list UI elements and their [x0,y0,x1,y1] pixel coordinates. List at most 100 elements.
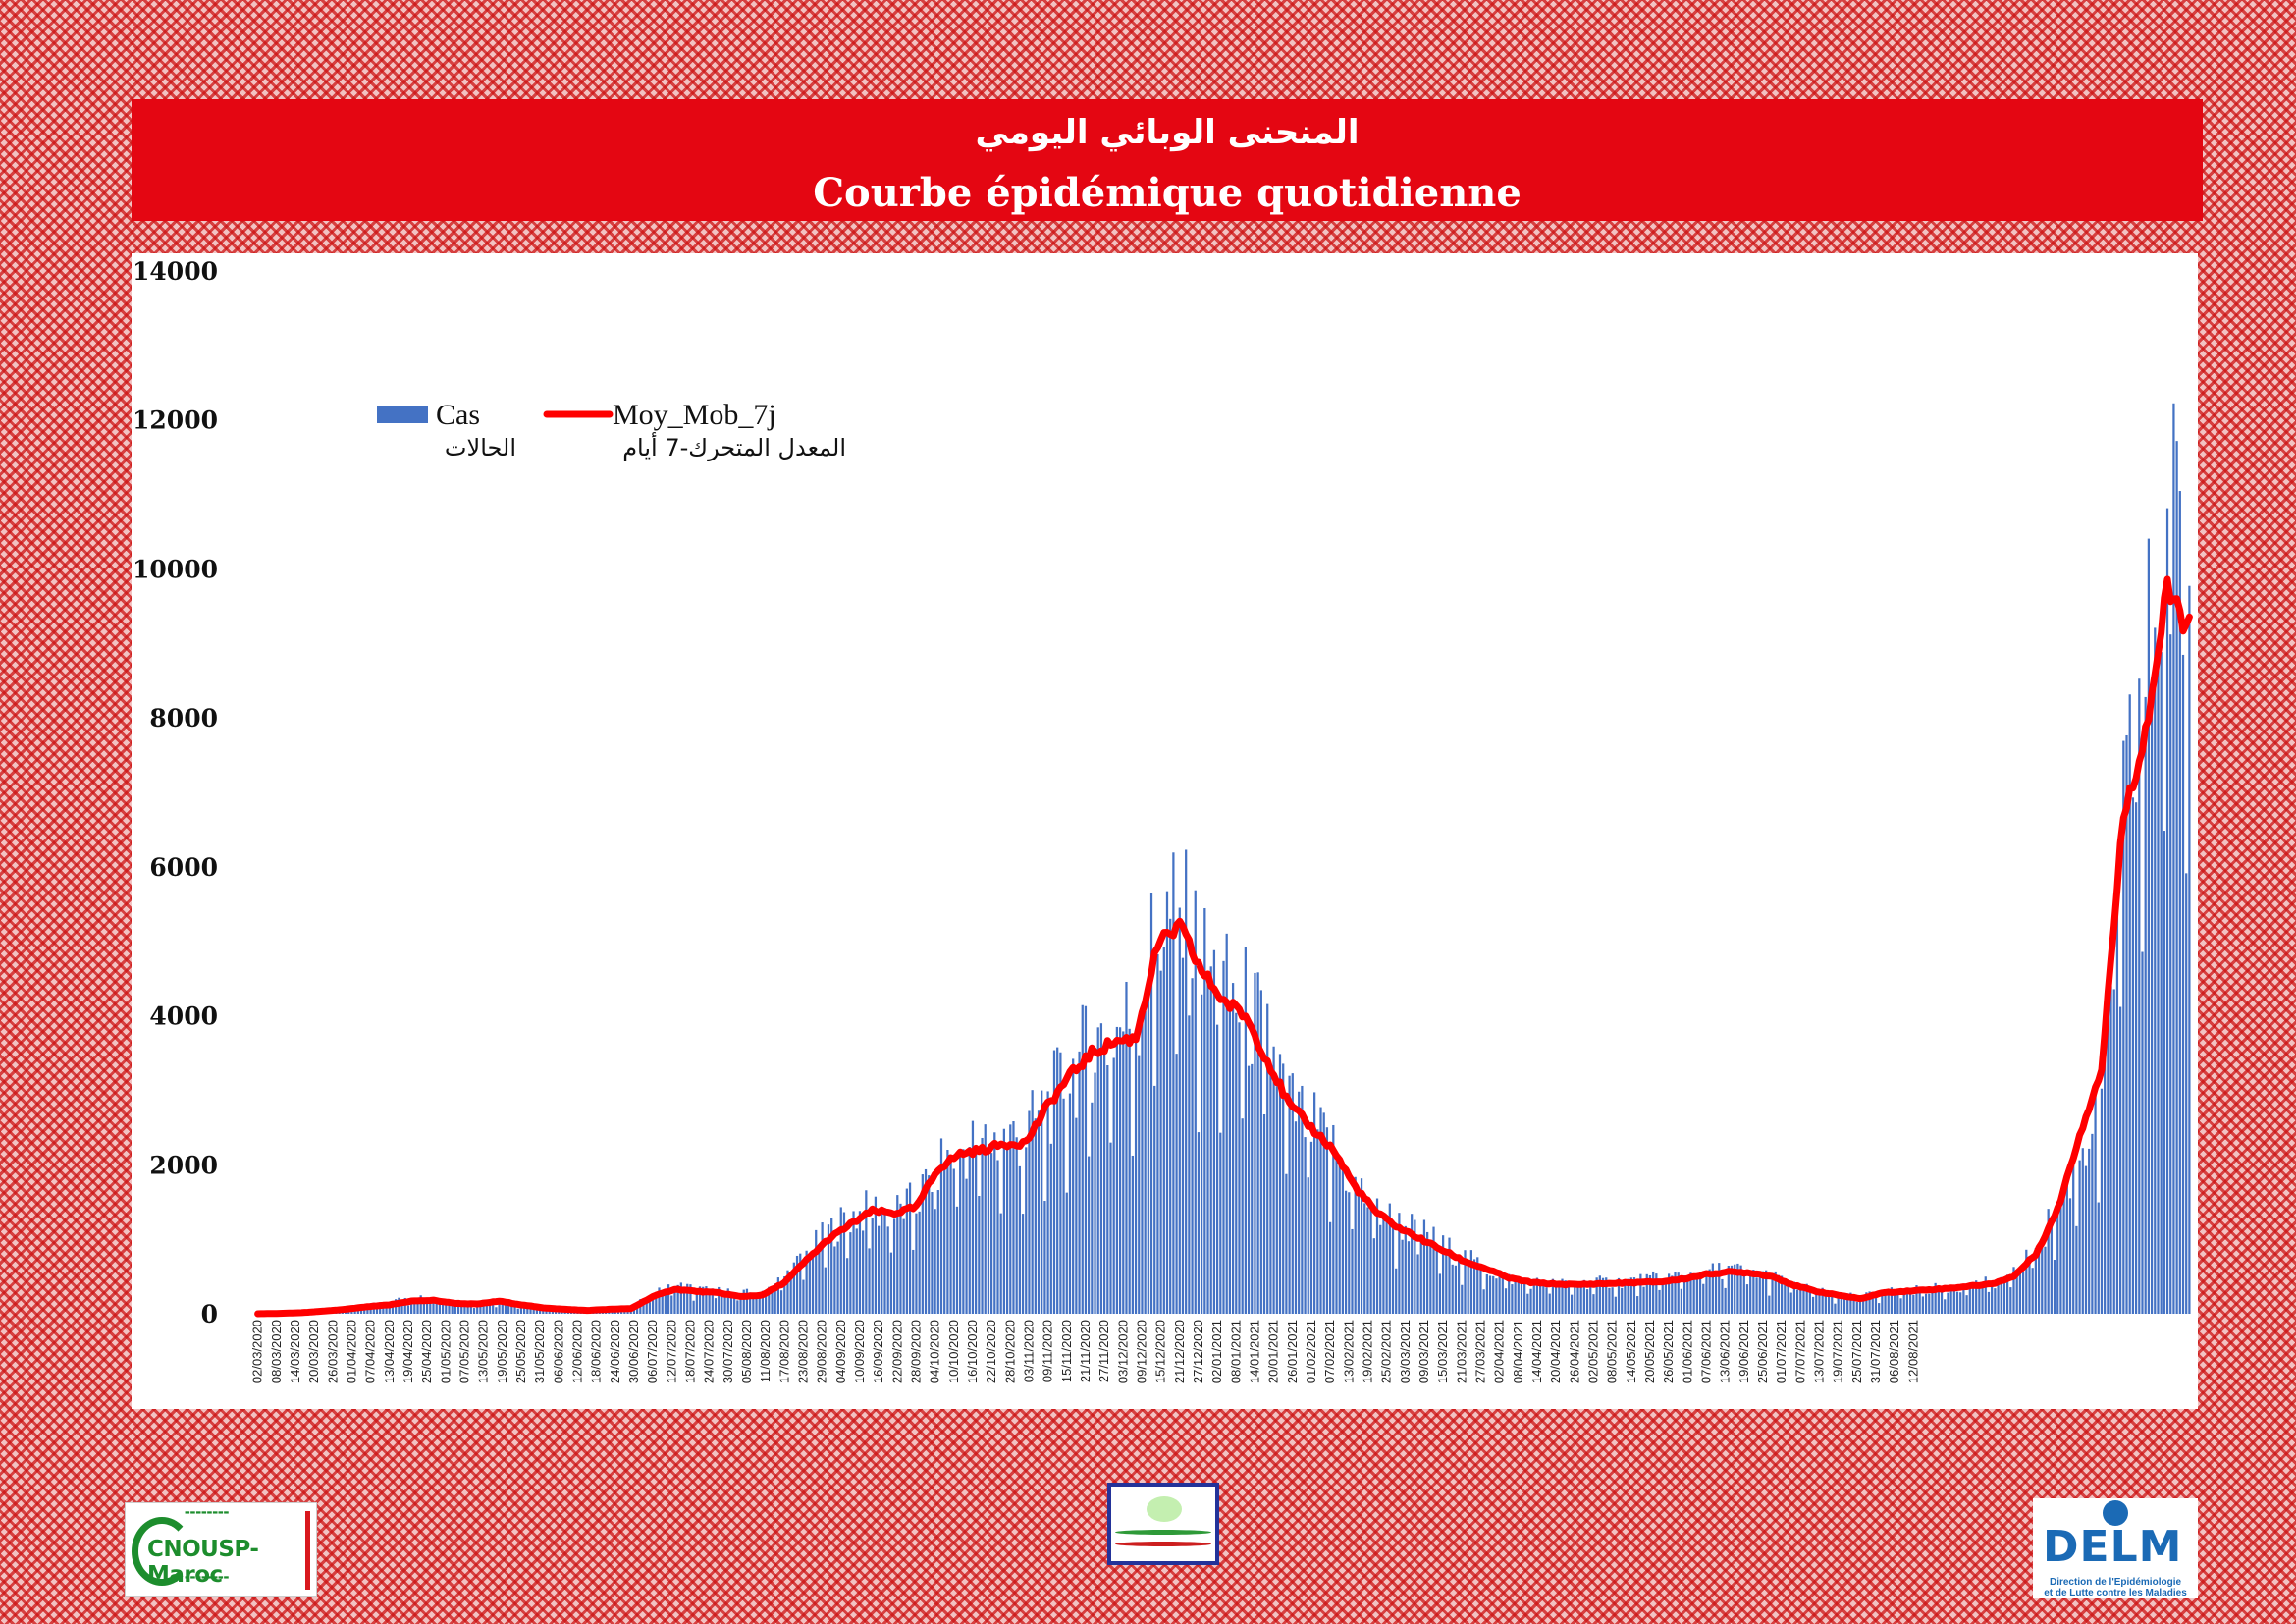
case-bar [924,1168,928,1314]
case-bar [1222,960,1225,1314]
case-bar [1219,1132,1222,1314]
case-bar [2047,1209,2050,1314]
case-bar [2041,1243,2044,1314]
case-bar [1871,1294,1874,1314]
case-bar [1388,1203,1391,1314]
case-bar [667,1284,670,1314]
case-bar [1624,1279,1627,1314]
case-bar [1096,1027,1099,1314]
case-bar [1734,1264,1736,1314]
case-bar [1138,1055,1141,1314]
case-bar [2056,1204,2059,1314]
case-bar [1758,1273,1761,1314]
case-bar [1768,1295,1771,1314]
case-bar [1752,1270,1755,1314]
case-bar [2072,1154,2075,1314]
case-bar [1354,1176,1357,1314]
case-bar [928,1175,931,1314]
case-bar [1636,1296,1639,1314]
case-bar [978,1196,981,1314]
delm-logo-name: DELM [2043,1522,2183,1572]
case-bar [1792,1281,1796,1314]
case-bar [463,1302,466,1314]
case-bar [1495,1278,1498,1314]
case-bar [1698,1276,1702,1314]
case-bar [422,1297,426,1314]
x-tick-label: 07/02/2021 [1322,1320,1337,1383]
case-bar [1504,1288,1508,1314]
x-tick-label: 28/09/2020 [908,1320,923,1383]
case-bar [438,1301,441,1314]
case-bar [679,1282,682,1314]
case-bar [959,1151,962,1314]
case-bar [1075,1117,1078,1314]
case-bar [1215,1024,1219,1314]
x-tick-label: 15/11/2020 [1059,1320,1074,1382]
case-bar [915,1213,918,1314]
x-tick-label: 17/08/2020 [776,1320,791,1383]
case-bar [1827,1292,1831,1314]
case-bar [1837,1296,1840,1314]
case-bar [2157,641,2160,1314]
case-bar [821,1222,824,1314]
case-bar [855,1228,858,1314]
case-bar [2012,1267,2015,1314]
case-bar [1570,1294,1574,1314]
x-tick-label: 09/03/2021 [1416,1320,1431,1383]
case-bar [1645,1273,1648,1314]
case-bar [981,1137,984,1314]
case-bar [1881,1293,1884,1314]
case-bar [708,1294,711,1314]
case-bar [714,1298,718,1314]
case-bar [529,1306,532,1314]
case-bar [818,1246,821,1314]
case-bar [682,1291,686,1314]
case-bar [849,1232,852,1314]
x-tick-label: 26/05/2021 [1661,1320,1676,1383]
case-bar [1482,1289,1485,1314]
case-bar [1686,1278,1689,1314]
case-bar [2018,1269,2022,1314]
case-bar [808,1260,811,1314]
case-bar [1682,1275,1686,1314]
case-bar [1125,981,1128,1314]
x-tick-label: 28/10/2020 [1002,1320,1017,1383]
case-bar [2181,654,2185,1314]
moving-average-line [254,575,2193,1318]
case-bar [1545,1287,1548,1314]
case-bar [1548,1293,1551,1314]
logo-red-bar [305,1511,310,1590]
case-bar [1492,1275,1495,1314]
case-bar [776,1277,779,1314]
case-bar [2034,1248,2037,1314]
case-bar [1658,1289,1661,1314]
case-bar [1529,1288,1532,1314]
case-bar [1068,1093,1072,1314]
case-bar [1924,1293,1928,1314]
case-bar [736,1300,739,1314]
case-bar [1940,1286,1944,1314]
case-bar [1745,1284,1749,1314]
case-bar [561,1311,563,1314]
x-tick-label: 02/04/2021 [1492,1320,1507,1383]
case-bar [1852,1297,1855,1314]
case-bar [1579,1285,1582,1314]
x-tick-label: 02/01/2021 [1209,1320,1224,1383]
case-bar [2128,694,2131,1314]
y-tick-label: 4000 [149,1002,218,1031]
case-bar [999,1213,1002,1314]
x-tick-label: 18/06/2020 [589,1320,604,1383]
y-tick-label: 12000 [133,406,218,435]
case-bar [1235,1012,1238,1314]
case-bar [501,1302,504,1314]
case-bar [1429,1244,1432,1314]
case-bar [413,1298,416,1314]
case-bar [456,1304,460,1314]
case-bar [1109,1142,1112,1314]
case-bar [955,1206,959,1314]
case-bar [1981,1282,1984,1314]
case-bar [889,1252,893,1314]
case-bar [1987,1291,1991,1314]
case-bar [1771,1276,1774,1314]
case-bar [729,1297,733,1314]
